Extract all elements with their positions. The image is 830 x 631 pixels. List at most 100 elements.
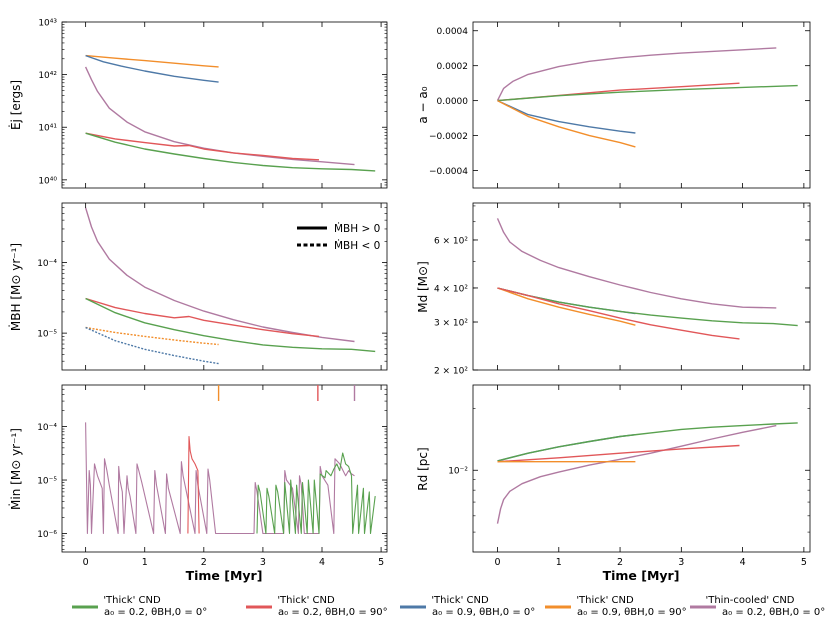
panel-disc-mass: 2 × 10² 3 × 10² 4 × 10² 6 × 10² Md [M⊙] [416,202,811,377]
legend-solid-label: ṀBH > 0 [334,222,380,235]
panel-jet-energy: 10⁴⁰ 10⁴¹ 10⁴² 10⁴³ Ėj [ergs] [8,19,388,189]
series-line-green [256,452,376,535]
y-label-bh-accretion: ṀBH [M⊙ yr⁻¹] [8,243,23,331]
y-ticks-disc-mass: 2 × 10² 3 × 10² 4 × 10² 6 × 10² [434,205,810,377]
y-label-inflow-rate: Ṁin [M⊙ yr⁻¹] [8,428,23,510]
series-line-orange [497,287,636,326]
x-tick-label: 0 [83,557,89,568]
legend-label-title: 'Thick' CND [103,595,161,606]
y-label-disc-radius: Rd [pc] [416,447,430,490]
x-tick-label: 3 [260,557,266,568]
y-tick-label: 10⁴³ [38,19,57,29]
y-tick-label: 10⁴² [38,71,57,81]
x-tick-label: 4 [740,557,746,568]
series-line-green [85,132,376,172]
series-line-purple [84,207,355,343]
y-tick-label: 10⁴¹ [38,124,57,134]
legend-label-params: a₀ = 0.9, θBH,0 = 0° [432,607,535,618]
y-tick-label: −0.0002 [429,132,468,142]
series-jet-energy [84,54,376,172]
panel-spin-change: −0.0004 −0.0002 0.0000 0.0002 0.0004 a − a₀ [416,21,811,189]
y-tick-label: 10⁻⁶ [37,530,57,540]
panel-frame-disc-mass [472,202,811,371]
panel-frame-jet-energy [61,21,388,189]
y-tick-label: 10⁻⁴ [37,423,57,433]
y-label-disc-mass: Md [M⊙] [416,261,430,313]
x-tick-label: 5 [801,557,807,568]
series-line-red [497,444,740,463]
y-tick-label: 10⁻⁴ [37,259,57,269]
x-tick-label: 2 [617,557,623,568]
legend-dashed-label: ṀBH < 0 [334,239,380,252]
legend-label-params: a₀ = 0.2, θBH,0 = 0° [104,607,207,618]
series-line-purple [84,66,355,166]
series-line-blue [85,54,219,83]
y-tick-label: 0.0002 [437,62,469,72]
panel-disc-radius: 10⁻² Rd [pc] [416,384,811,553]
series-line-orange-dashed [85,326,219,346]
y-ticks-inflow-rate: 10⁻⁶ 10⁻⁵ 10⁻⁴ [37,388,387,550]
y-ticks-disc-radius: 10⁻² [448,408,810,533]
series-line-purple [496,47,777,101]
panel-frame-bh-accretion [61,202,388,371]
y-tick-label: 10⁴⁰ [38,176,57,186]
y-label-jet-energy: Ėj [ergs] [8,80,23,130]
legend-label-params: a₀ = 0.2, θBH,0 = 90° [278,607,388,618]
y-tick-label: 10⁻⁵ [37,330,57,340]
y-ticks-bh-accretion: 10⁻⁵ 10⁻⁴ [37,207,387,362]
series-spin-change [496,47,798,148]
legend-label-params: a₀ = 0.9, θBH,0 = 90° [577,607,687,618]
x-tick-label: 2 [201,557,207,568]
series-bh-accretion [84,207,376,365]
y-tick-label: 10⁻⁵ [37,477,57,487]
series-line-orange [85,54,219,68]
line-style-legend: ṀBH > 0 ṀBH < 0 [297,222,380,252]
y-ticks-spin-change: −0.0004 −0.0002 0.0000 0.0002 0.0004 [429,27,810,177]
series-line-green [497,287,798,327]
y-tick-label: 2 × 10² [434,367,468,377]
series-disc-mass [496,218,798,340]
series-line-red [85,297,320,338]
x-label-left: Time [Myr] [186,568,263,583]
panel-frame-inflow-rate [61,384,388,553]
series-line-red [85,132,320,161]
series-line-blue-dashed [85,326,219,365]
series-line-purple [85,422,355,535]
panel-inflow-rate: 10⁻⁶ 10⁻⁵ 10⁻⁴ Ṁin [M⊙ yr⁻¹] [8,384,388,553]
x-label-right: Time [Myr] [603,568,680,583]
series-disc-radius [496,422,798,524]
panel-bh-accretion: 10⁻⁵ 10⁻⁴ ṀBH [M⊙ yr⁻¹] ṀBH > 0 ṀBH < 0 [8,202,388,371]
y-label-spin-change: a − a₀ [416,86,430,123]
series-line-red [497,287,740,340]
y-tick-label: 6 × 10² [434,236,468,246]
series-line-purple [496,424,777,524]
legend-label-title: 'Thick' CND [576,595,634,606]
panel-frame-disc-radius [472,384,811,553]
series-inflow-rate [85,385,376,535]
x-tick-label: 4 [319,557,325,568]
legend-label-title: 'Thin-cooled' CND [705,595,794,606]
series-line-orange [497,99,636,148]
series-line-green [85,297,376,353]
legend-label-params: a₀ = 0.2, θBH,0 = 0° [722,607,825,618]
x-tick-label: 1 [556,557,562,568]
legend-label-title: 'Thick' CND [277,595,335,606]
legend-label-title: 'Thick' CND [431,595,489,606]
series-line-green [497,84,798,102]
panel-frame-spin-change [472,21,811,189]
x-ticks: 0 1 2 3 4 5 0 1 2 3 4 5 [83,22,807,568]
y-ticks-jet-energy: 10⁴⁰ 10⁴¹ 10⁴² 10⁴³ [38,19,387,186]
x-tick-label: 3 [678,557,684,568]
series-line-purple [496,218,777,309]
y-tick-label: 0.0004 [437,27,469,37]
x-tick-label: 0 [494,557,500,568]
series-line-green [497,422,798,462]
y-tick-label: 10⁻² [448,467,468,477]
y-tick-label: 0.0000 [437,97,469,107]
y-tick-label: 4 × 10² [434,284,468,294]
series-line-red [187,436,200,534]
y-tick-label: 3 × 10² [434,319,468,329]
